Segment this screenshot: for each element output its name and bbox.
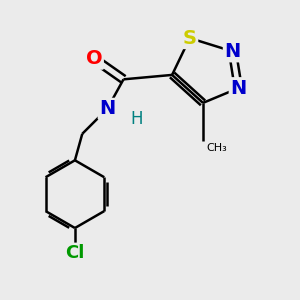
Text: N: N (99, 99, 116, 118)
Text: CH₃: CH₃ (206, 142, 227, 153)
Text: N: N (230, 79, 247, 98)
Text: Cl: Cl (65, 244, 85, 262)
Text: S: S (183, 28, 197, 48)
Text: H: H (130, 110, 143, 128)
Text: O: O (86, 49, 102, 68)
Text: N: N (224, 42, 241, 61)
